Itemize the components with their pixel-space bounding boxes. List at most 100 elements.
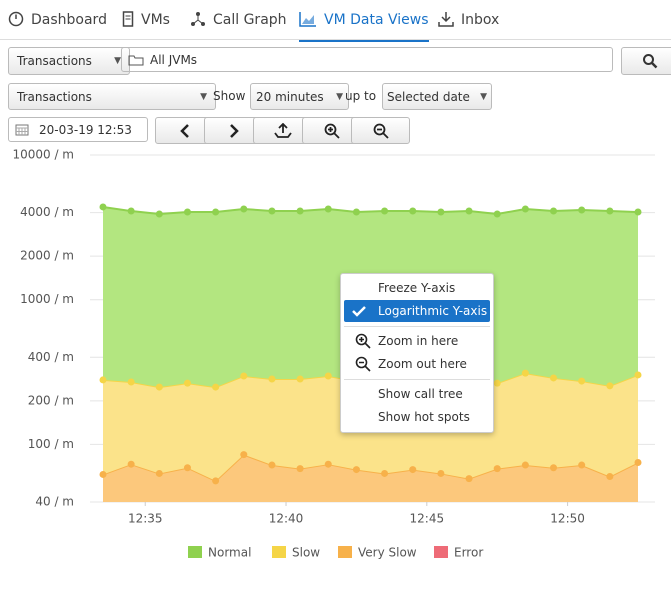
tab-label: Call Graph <box>213 12 287 28</box>
menu-item[interactable]: Show call tree <box>378 387 463 401</box>
y-tick-label: 400 / m <box>28 350 74 364</box>
menu-item[interactable]: Zoom in here <box>344 330 490 352</box>
point <box>578 461 586 469</box>
x-tick-label: 12:40 <box>269 512 304 526</box>
menu-item-label: Zoom in here <box>378 334 459 348</box>
path-field[interactable]: All JVMs <box>121 47 613 72</box>
legend-label: Slow <box>292 546 320 560</box>
point <box>296 465 304 473</box>
point <box>437 469 445 477</box>
menu-item[interactable]: Logarithmic Y-axis <box>344 300 490 322</box>
tab-label: Inbox <box>461 12 500 28</box>
point <box>99 470 107 478</box>
point <box>183 464 191 472</box>
point <box>521 369 529 377</box>
point <box>240 451 248 459</box>
search-button[interactable] <box>621 47 671 75</box>
zoom-out-button[interactable] <box>351 117 410 144</box>
type-select[interactable]: Transactions ▼ <box>8 83 216 110</box>
menu-item-label: Logarithmic Y-axis <box>378 304 488 318</box>
point <box>352 466 360 474</box>
point <box>183 379 191 387</box>
point <box>127 460 135 468</box>
point <box>409 466 417 474</box>
legend-label: Very Slow <box>358 546 417 560</box>
date-text: 20-03-19 12:53 <box>39 122 132 137</box>
point <box>634 458 642 466</box>
x-tick-label: 12:35 <box>128 512 163 526</box>
point <box>521 205 529 213</box>
area <box>103 454 638 502</box>
point <box>352 208 360 216</box>
point <box>465 207 473 215</box>
point <box>409 207 417 215</box>
type-button[interactable]: Transactions ▼ <box>8 47 130 75</box>
point <box>493 210 501 218</box>
legend-swatch <box>338 546 352 558</box>
y-tick-label: 200 / m <box>28 393 74 407</box>
point <box>127 207 135 215</box>
point <box>155 383 163 391</box>
y-tick-label: 1000 / m <box>20 292 74 306</box>
menu-item[interactable]: Show hot spots <box>378 410 470 424</box>
point <box>437 208 445 216</box>
y-tick-label: 10000 / m <box>12 148 74 162</box>
point <box>99 376 107 384</box>
date-field[interactable]: 20-03-19 12:53 <box>8 117 148 142</box>
point <box>212 208 220 216</box>
tab[interactable]: Inbox <box>438 0 499 40</box>
point <box>183 208 191 216</box>
point <box>268 461 276 469</box>
range-select[interactable]: 20 minutes ▼ <box>250 83 349 110</box>
x-tick-label: 12:50 <box>550 512 585 526</box>
point <box>606 473 614 481</box>
legend-label: Error <box>454 546 483 560</box>
context-menu: Freeze Y-axis Logarithmic Y-axis Zoom in… <box>340 273 494 433</box>
tab-label: VMs <box>141 12 170 28</box>
menu-item-label: Zoom out here <box>378 357 467 371</box>
legend-swatch <box>434 546 448 558</box>
tab-label: Dashboard <box>31 12 107 28</box>
point <box>240 205 248 213</box>
point <box>155 469 163 477</box>
legend-swatch <box>188 546 202 558</box>
point <box>212 477 220 485</box>
y-tick-label: 2000 / m <box>20 249 74 263</box>
tab[interactable]: Call Graph <box>190 0 287 40</box>
x-tick-label: 12:45 <box>410 512 445 526</box>
area-line <box>102 205 639 216</box>
point <box>324 460 332 468</box>
show-label: Show <box>213 89 246 103</box>
point <box>465 475 473 483</box>
point <box>493 465 501 473</box>
menu-item[interactable]: Zoom out here <box>344 353 490 375</box>
point <box>381 207 389 215</box>
point <box>578 206 586 214</box>
point <box>296 207 304 215</box>
select-label: 20 minutes <box>256 89 324 104</box>
tab-label: VM Data Views <box>324 12 429 28</box>
select-label: Transactions <box>17 89 92 104</box>
point <box>550 374 558 382</box>
point <box>99 203 107 211</box>
menu-item[interactable]: Freeze Y-axis <box>378 281 456 295</box>
menu-separator <box>344 326 490 327</box>
point <box>268 207 276 215</box>
point <box>606 382 614 390</box>
tab[interactable]: Dashboard <box>8 0 107 40</box>
point <box>127 378 135 386</box>
point <box>155 210 163 218</box>
point <box>634 371 642 379</box>
tab-divider <box>0 39 671 40</box>
point <box>550 464 558 472</box>
y-tick-label: 40 / m <box>35 495 74 509</box>
point <box>324 205 332 213</box>
date-select[interactable]: Selected date ▼ <box>382 83 492 110</box>
point <box>550 207 558 215</box>
select-label: Selected date <box>387 89 470 104</box>
tab[interactable]: VM Data Views <box>299 0 429 42</box>
point <box>634 208 642 216</box>
tab[interactable]: VMs <box>122 0 170 40</box>
y-tick-label: 4000 / m <box>20 205 74 219</box>
